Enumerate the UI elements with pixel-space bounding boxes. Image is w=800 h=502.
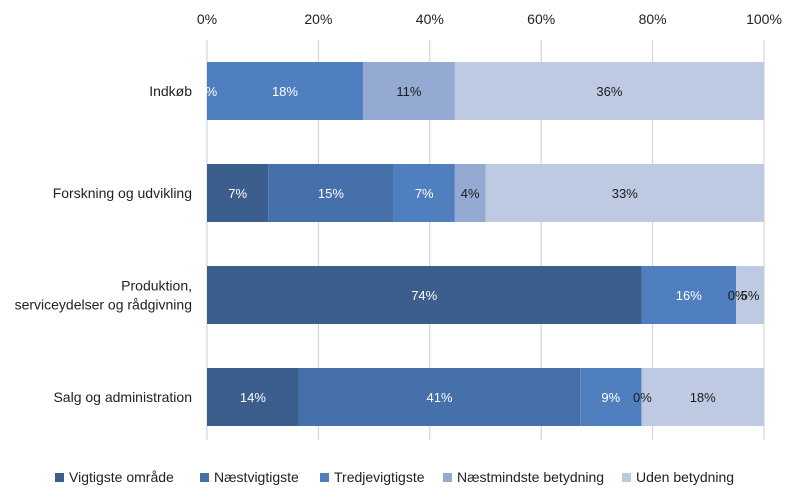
data-label: 18% (272, 84, 298, 99)
legend-label: Næstmindste betydning (457, 469, 604, 485)
data-label: % (206, 84, 218, 99)
data-label: 15% (318, 186, 344, 201)
data-label: 4% (461, 186, 480, 201)
data-label: 41% (427, 390, 453, 405)
category-label: Salg og administration (53, 389, 192, 405)
legend-swatch-næstmindste-betydning (443, 473, 452, 482)
bar-tredjevigtigste (393, 164, 455, 222)
data-label: 18% (690, 390, 716, 405)
bar-tredjevigtigste (580, 368, 642, 426)
x-axis-tick-labels: 0% 20% 40% 60% 80% 100% (197, 11, 782, 27)
data-label: 33% (612, 186, 638, 201)
data-labels: 18% 11% 36%7% 15% 7% 4% 33%74% 16% 0%5%14% 41% 9% 0… (206, 84, 760, 405)
x-tick-label: 20% (304, 11, 332, 27)
legend-label: Uden betydning (636, 469, 734, 485)
x-tick-label: 40% (416, 11, 444, 27)
data-label: 0% (633, 390, 652, 405)
data-label: 74% (411, 288, 437, 303)
data-label: 9% (601, 390, 620, 405)
bar-tredjevigtigste (641, 266, 737, 324)
legend-swatch-uden-betydning (622, 473, 631, 482)
category-label: Forskning og udvikling (53, 185, 192, 201)
data-label: 11% (396, 84, 421, 99)
legend-label: Næstvigtigste (214, 469, 299, 485)
bar-vigtigste-område (207, 266, 642, 324)
data-label: 7% (415, 186, 434, 201)
bar-uden-betydning (641, 368, 764, 426)
legend: Vigtigste område Næstvigtigste Tredjevigti… (55, 469, 734, 485)
data-label: 16% (676, 288, 702, 303)
bar-uden-betydning (736, 266, 764, 324)
x-tick-label: 60% (527, 11, 555, 27)
bar-uden-betydning (454, 62, 764, 120)
category-label: Indkøb (149, 83, 192, 99)
category-label: Produktion, (121, 278, 192, 294)
x-tick-label: 100% (746, 11, 782, 27)
data-label: 5% (741, 288, 760, 303)
legend-label: Tredjevigtigste (334, 469, 425, 485)
bar-næstmindste-betydning (362, 62, 455, 120)
bar-vigtigste-område (207, 368, 299, 426)
data-label: 36% (596, 84, 622, 99)
legend-swatch-næstvigtigste (200, 473, 209, 482)
category-label: serviceydelser og rådgivning (15, 297, 192, 313)
x-tick-label: 0% (197, 11, 217, 27)
legend-swatch-tredjevigtigste (320, 473, 329, 482)
bar-tredjevigtigste (207, 62, 363, 120)
bar-næstvigtigste (268, 164, 394, 222)
x-tick-label: 80% (639, 11, 667, 27)
legend-label: Vigtigste område (69, 469, 174, 485)
legend-swatch-vigtigste-område (55, 473, 64, 482)
bar-næstmindste-betydning (454, 164, 486, 222)
category-labels: Indkøb Forskning og udvikling Produktion, s… (15, 83, 193, 405)
bar-vigtigste-område (207, 164, 269, 222)
bar-næstvigtigste (298, 368, 581, 426)
data-label: 7% (228, 186, 247, 201)
bar-uden-betydning (485, 164, 764, 222)
bars (207, 62, 764, 426)
data-label: 14% (240, 390, 266, 405)
data-label: 0% (728, 288, 747, 303)
